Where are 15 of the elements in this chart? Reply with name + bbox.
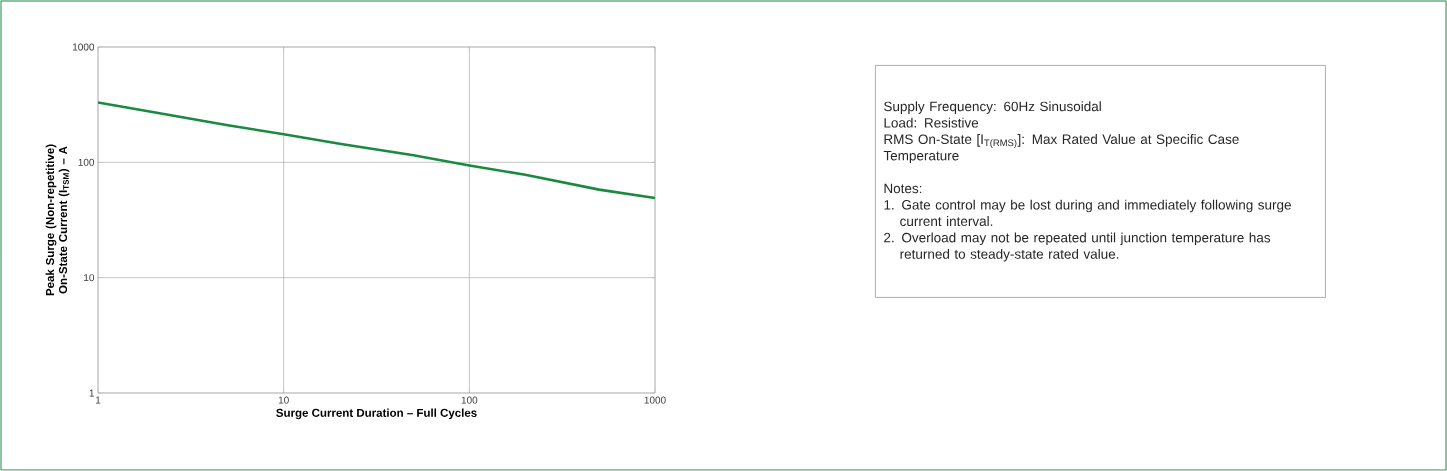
- x-tick-label: 10: [278, 396, 289, 404]
- x-tick-label: 100: [461, 396, 478, 404]
- text: 2. Overload may not be repeated until junction temperature has returned to steady-state rated value.: [884, 232, 1271, 262]
- x-axis-title: Surge Current Duration – Full Cycles: [276, 408, 477, 420]
- y-tick-label: 10: [84, 274, 95, 282]
- text: Supply Frequency: 60Hz Sinusoidal: [884, 101, 1101, 114]
- y-tick-label: 1: [89, 389, 94, 397]
- text: 1. Gate control may be lost during and immediately following surge current interval.: [884, 199, 1291, 227]
- y-tick-label: 1000: [72, 43, 95, 51]
- x-tick-label: 1: [95, 396, 101, 404]
- text: Load: Resistive: [884, 117, 979, 128]
- y-tick-label: 100: [78, 158, 95, 166]
- x-tick-label: 1000: [644, 396, 666, 404]
- text: Notes:: [884, 183, 922, 194]
- text: RMS On-State [I$_{T(RMS)}$]: Max Rated Value at Specific Case Temperature: [883, 134, 1239, 164]
